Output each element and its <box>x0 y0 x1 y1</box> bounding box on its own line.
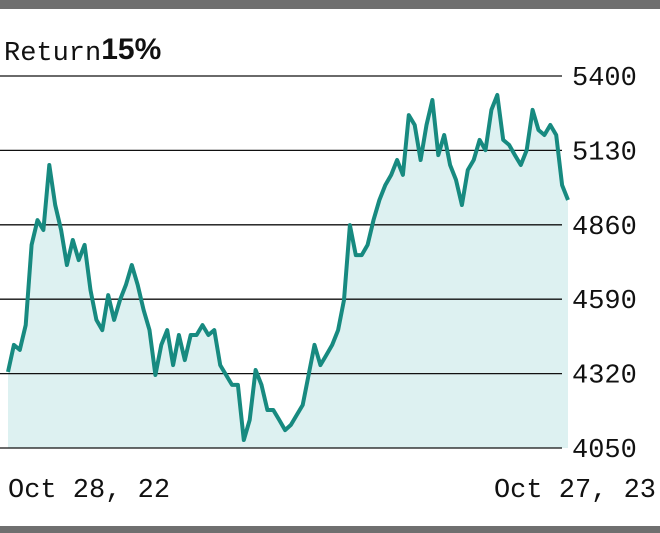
chart-title: Return <box>4 39 101 69</box>
x-tick-label: Oct 28, 22 <box>8 476 170 506</box>
return-value: 15% <box>101 33 161 66</box>
y-tick-label: 5400 <box>572 64 637 94</box>
y-tick-label: 4050 <box>572 436 637 466</box>
y-tick-label: 4860 <box>572 213 637 243</box>
top-bar <box>0 0 660 9</box>
bottom-bar <box>0 526 660 533</box>
y-tick-label: 4320 <box>572 362 637 392</box>
y-tick-label: 4590 <box>572 287 637 317</box>
area <box>8 95 568 448</box>
line <box>6 93 570 442</box>
x-tick-label: Oct 27, 23 <box>494 476 656 506</box>
y-tick-label: 5130 <box>572 138 637 168</box>
